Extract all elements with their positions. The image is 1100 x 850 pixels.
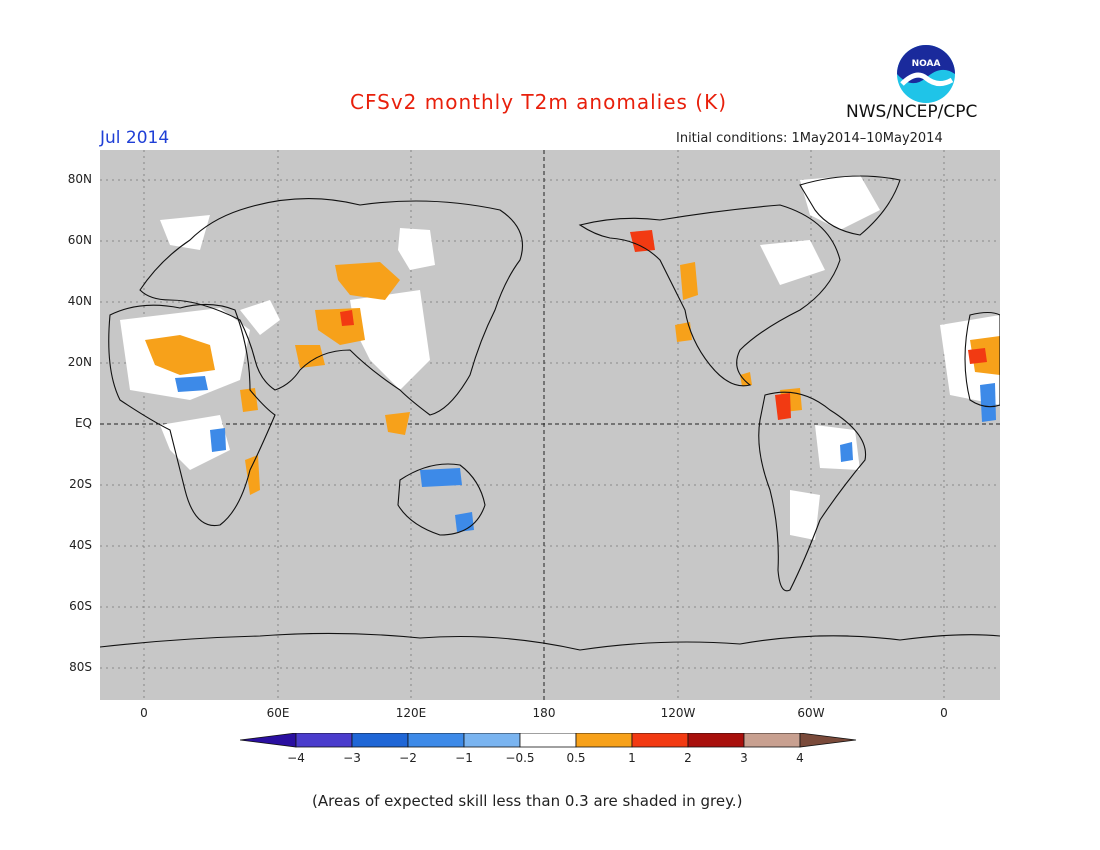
scale-segment bbox=[631, 733, 689, 748]
scale-segment bbox=[687, 733, 745, 748]
lat-label-40s: 40S bbox=[69, 538, 92, 552]
skill-footnote: (Areas of expected skill less than 0.3 a… bbox=[312, 792, 743, 810]
lat-label-20s: 20S bbox=[69, 477, 92, 491]
lon-label-120e: 120E bbox=[395, 706, 427, 720]
strong-warm-areas bbox=[340, 230, 987, 420]
map-title: CFSv2 monthly T2m anomalies (K) bbox=[350, 90, 727, 114]
lon-label-0-right: 0 bbox=[940, 706, 948, 720]
initial-conditions: Initial conditions: 1May2014–10May2014 bbox=[676, 131, 943, 146]
scale-tick-label: 2 bbox=[684, 751, 692, 765]
lat-label-eq: EQ bbox=[74, 416, 92, 430]
scale-tick-label: −2 bbox=[399, 751, 417, 765]
lat-label-80s: 80S bbox=[69, 660, 92, 674]
scale-segment bbox=[463, 733, 521, 748]
color-scale-segments bbox=[240, 733, 857, 748]
scale-segment bbox=[351, 733, 409, 748]
scale-arrow-low bbox=[240, 733, 297, 748]
scale-segment bbox=[743, 733, 801, 748]
color-scale-bar bbox=[240, 733, 857, 748]
lat-label-80n: 80N bbox=[67, 172, 92, 186]
lat-label-60n: 60N bbox=[67, 233, 92, 247]
lon-label-0: 0 bbox=[140, 706, 148, 720]
scale-segment bbox=[295, 733, 353, 748]
scale-arrow-high bbox=[799, 733, 857, 748]
lon-label-120w: 120W bbox=[660, 706, 696, 720]
graticule bbox=[100, 150, 1000, 700]
anomaly-map bbox=[100, 150, 1000, 700]
noaa-logo: NOAA bbox=[897, 45, 955, 103]
organization-label: NWS/NCEP/CPC bbox=[846, 102, 978, 122]
scale-tick-label: 4 bbox=[796, 751, 804, 765]
scale-segment bbox=[407, 733, 465, 748]
scale-tick-label: −1 bbox=[455, 751, 473, 765]
cool-anomaly-areas bbox=[175, 376, 996, 532]
scale-tick-label: 1 bbox=[628, 751, 636, 765]
lat-label-60s: 60S bbox=[69, 599, 92, 613]
scale-tick-label: −3 bbox=[343, 751, 361, 765]
scale-tick-label: −0.5 bbox=[505, 751, 535, 765]
forecast-month: Jul 2014 bbox=[100, 128, 170, 148]
map-background bbox=[100, 150, 1000, 700]
coastlines bbox=[100, 175, 1000, 651]
scale-tick-label: 3 bbox=[740, 751, 748, 765]
lat-label-40n: 40N bbox=[67, 294, 92, 308]
lon-label-60e: 60E bbox=[266, 706, 290, 720]
scale-tick-label: −4 bbox=[287, 751, 305, 765]
scale-segment bbox=[519, 733, 577, 748]
lon-label-180: 180 bbox=[532, 706, 556, 720]
lon-label-60w: 60W bbox=[797, 706, 825, 720]
lat-label-20n: 20N bbox=[67, 355, 92, 369]
scale-tick-label: 0.5 bbox=[566, 751, 586, 765]
logo-text: NOAA bbox=[912, 59, 941, 69]
scale-segment bbox=[575, 733, 633, 748]
